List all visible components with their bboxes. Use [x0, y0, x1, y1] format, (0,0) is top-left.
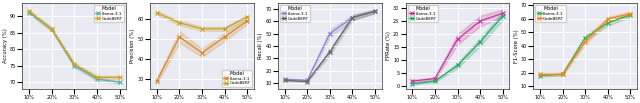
- Llama-3.1: [499, 13, 506, 14]
- Llama-3.1: [221, 36, 228, 37]
- Legend: Llama-3.1, CodeBERT: Llama-3.1, CodeBERT: [535, 5, 566, 22]
- Y-axis label: Accuracy (%): Accuracy (%): [3, 28, 8, 63]
- CodeBERT: [198, 28, 206, 29]
- Llama-3.1: [70, 65, 78, 66]
- Y-axis label: F1-Score (%): F1-Score (%): [514, 29, 518, 63]
- Line: CodeBERT: CodeBERT: [155, 11, 249, 31]
- CodeBERT: [93, 77, 100, 78]
- Y-axis label: Recall (%): Recall (%): [258, 33, 263, 59]
- Line: CodeBERT: CodeBERT: [538, 12, 632, 76]
- CodeBERT: [499, 15, 506, 16]
- CodeBERT: [559, 74, 566, 75]
- Llama-3.1: [371, 11, 379, 12]
- CodeBERT: [627, 13, 634, 14]
- Llama-3.1: [454, 39, 461, 40]
- CodeBERT: [581, 41, 589, 42]
- Line: Llama-3.1: Llama-3.1: [411, 12, 504, 83]
- CodeBERT: [116, 77, 124, 78]
- Line: Llama-3.1: Llama-3.1: [283, 10, 377, 82]
- CodeBERT: [221, 28, 228, 29]
- Llama-3.1: [26, 12, 33, 13]
- Line: CodeBERT: CodeBERT: [28, 9, 122, 79]
- Llama-3.1: [303, 80, 311, 81]
- Llama-3.1: [408, 81, 416, 82]
- Line: Llama-3.1: Llama-3.1: [155, 19, 249, 83]
- Llama-3.1: [48, 29, 56, 30]
- CodeBERT: [281, 80, 289, 81]
- Line: Llama-3.1: Llama-3.1: [538, 13, 632, 77]
- CodeBERT: [303, 81, 311, 82]
- CodeBERT: [349, 17, 356, 18]
- CodeBERT: [408, 83, 416, 84]
- Llama-3.1: [536, 75, 544, 76]
- Line: CodeBERT: CodeBERT: [283, 10, 377, 83]
- Llama-3.1: [93, 78, 100, 80]
- Line: Llama-3.1: Llama-3.1: [28, 11, 122, 84]
- CodeBERT: [153, 12, 161, 13]
- CodeBERT: [26, 10, 33, 12]
- Legend: Llama-3.1, CodeBERT: Llama-3.1, CodeBERT: [221, 70, 252, 87]
- Llama-3.1: [243, 20, 251, 21]
- Legend: Llama-3.1, CodeBERT: Llama-3.1, CodeBERT: [94, 5, 124, 22]
- Llama-3.1: [627, 14, 634, 16]
- Line: CodeBERT: CodeBERT: [411, 14, 504, 85]
- CodeBERT: [371, 11, 379, 12]
- Llama-3.1: [116, 82, 124, 83]
- CodeBERT: [431, 81, 439, 82]
- Legend: Llama-3.1, CodeBERT: Llama-3.1, CodeBERT: [408, 5, 438, 22]
- Y-axis label: Precision (%): Precision (%): [131, 29, 136, 63]
- Llama-3.1: [326, 33, 333, 34]
- Llama-3.1: [604, 22, 612, 24]
- Llama-3.1: [581, 37, 589, 38]
- Legend: Llama-3.1, CodeBERT: Llama-3.1, CodeBERT: [280, 5, 310, 22]
- Llama-3.1: [476, 20, 484, 22]
- CodeBERT: [454, 65, 461, 66]
- CodeBERT: [175, 22, 183, 23]
- Llama-3.1: [175, 36, 183, 37]
- Llama-3.1: [281, 78, 289, 80]
- Llama-3.1: [349, 17, 356, 18]
- Llama-3.1: [198, 52, 206, 54]
- Llama-3.1: [559, 74, 566, 75]
- CodeBERT: [326, 51, 333, 53]
- CodeBERT: [476, 41, 484, 43]
- Llama-3.1: [431, 78, 439, 79]
- CodeBERT: [536, 74, 544, 75]
- CodeBERT: [70, 63, 78, 65]
- CodeBERT: [604, 18, 612, 20]
- CodeBERT: [243, 16, 251, 17]
- CodeBERT: [48, 29, 56, 30]
- Llama-3.1: [153, 80, 161, 82]
- Y-axis label: FPRate (%): FPRate (%): [386, 31, 391, 60]
